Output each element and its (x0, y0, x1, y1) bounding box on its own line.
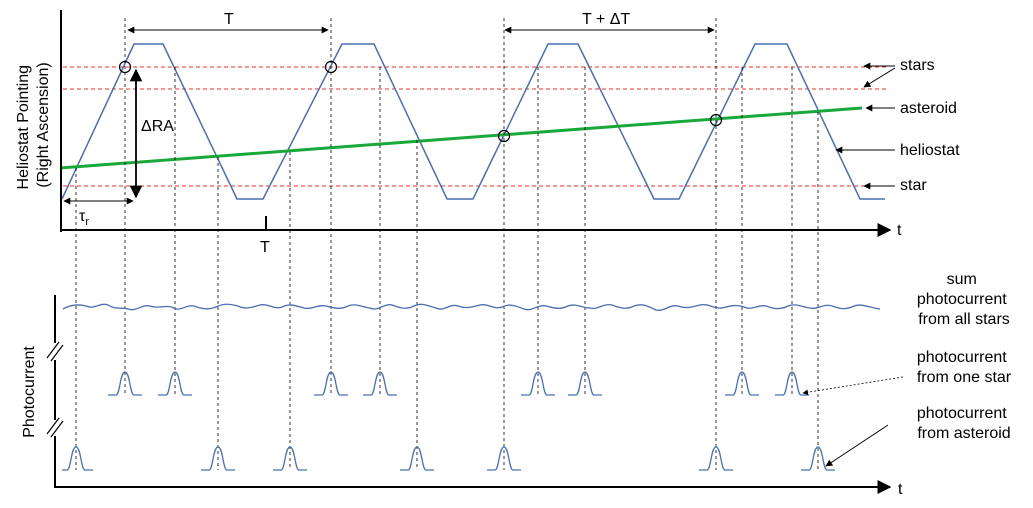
asteroid-line (59, 106, 863, 170)
asteroid-pulse (699, 446, 733, 471)
sum-photocurrent-trace (62, 303, 881, 311)
star-pulse (108, 371, 142, 396)
asteroid-photocurrent-arrow (825, 424, 889, 467)
star-pulse (363, 371, 397, 396)
label-asteroid: asteroid (900, 100, 957, 117)
vertical-guides (75, 18, 819, 470)
asteroid-pulse (400, 446, 434, 471)
one-star-arrow (802, 376, 904, 395)
asteroid-pulse (801, 446, 835, 471)
label-one-star: photocurrent from one star (917, 349, 1012, 386)
star-pulse (521, 371, 555, 396)
star-pulse (725, 371, 759, 396)
bottom-t-axis-label: t (898, 481, 903, 498)
period-plus-label: T + ΔT (582, 11, 630, 28)
label-star: star (900, 177, 927, 194)
star-pulse (158, 371, 192, 396)
asteroid-pulse (273, 446, 307, 471)
star-pulse (775, 371, 809, 396)
bottom-ylabel: Photocurrent (21, 346, 38, 438)
label-stars: stars (900, 57, 935, 74)
tau-label: τr (79, 208, 89, 228)
period-tick-label: T (260, 239, 270, 256)
asteroid-pulse (487, 446, 521, 471)
top-ylabel: Heliostat Pointing (Right Ascension) (15, 61, 52, 190)
intersection-marker (497, 129, 511, 143)
axis-break-mark (46, 417, 64, 438)
star-pulse (314, 371, 348, 396)
axis-break-mark (46, 341, 64, 362)
asteroid-pulse (62, 446, 93, 471)
stars-arrow-lower (863, 67, 896, 88)
star-pulse (568, 371, 602, 396)
label-sum-photocurrent: sum photocurrent from all stars (917, 271, 1011, 328)
asteroid-pulse (201, 446, 235, 471)
label-asteroid-photocurrent: photocurrent from asteroid (917, 405, 1011, 442)
top-panel: t T T T + ΔT ΔRA τr stars asteroid helio… (15, 10, 960, 256)
bottom-panel: t Photocurrent sum photocurrent from all… (21, 271, 1012, 498)
period-label: T (224, 11, 234, 28)
top-t-axis-label: t (897, 222, 902, 239)
delta-ra-label: ΔRA (141, 118, 174, 135)
heliostat-wave (61, 43, 885, 200)
label-heliostat: heliostat (900, 142, 960, 159)
